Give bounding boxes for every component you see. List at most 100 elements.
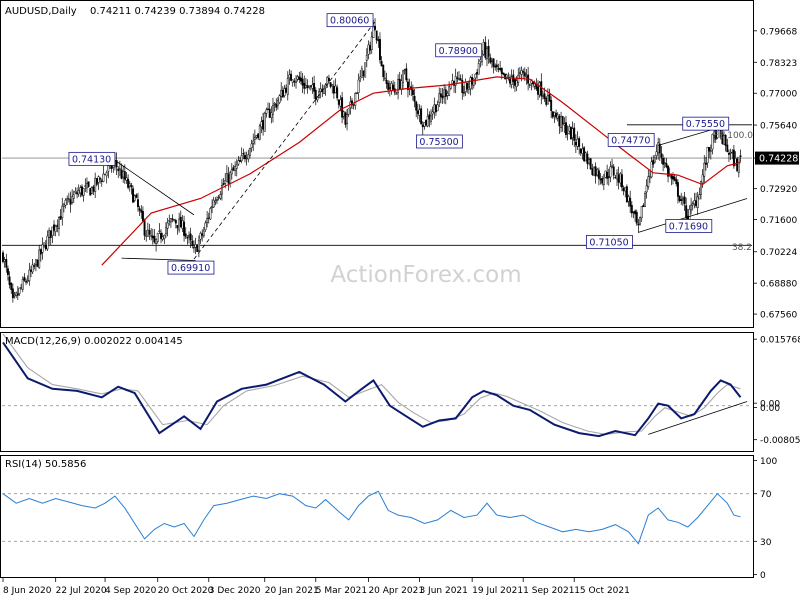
candle-body [402, 70, 404, 84]
candle-body [28, 269, 31, 281]
candle-body [117, 168, 120, 172]
candle-body [487, 45, 490, 57]
candle-body [497, 68, 500, 70]
macd-panel-frame [0, 332, 754, 452]
candle-body [301, 78, 304, 86]
candle-body [528, 84, 531, 86]
candle-body [599, 178, 602, 181]
candle-body [426, 115, 429, 127]
candle-body [329, 82, 332, 87]
ohlc-header: 0.74211 0.74239 0.73894 0.74228 [90, 6, 265, 17]
candle-body [625, 186, 628, 203]
candle-body [495, 64, 498, 68]
candle-body [16, 293, 19, 296]
annotation-box [682, 116, 730, 131]
candle-body [543, 93, 546, 99]
candle-body [624, 186, 627, 192]
candle-body [520, 70, 523, 75]
candle-body [556, 114, 559, 119]
candle-body [199, 232, 202, 240]
candle-body [459, 78, 462, 81]
candle-body [586, 153, 589, 164]
candle-body [168, 220, 171, 222]
candle-body [619, 173, 622, 184]
price-title: AUDUSD,Daily [5, 6, 77, 17]
candle-body [120, 169, 123, 179]
annotation-label: 0.78900 [439, 46, 478, 57]
candle-body [430, 115, 432, 122]
candle-body [342, 111, 345, 117]
time-tick-label: 20 Jan 2021 [265, 586, 319, 596]
candle-body [314, 89, 317, 100]
candle-body [229, 172, 232, 184]
trendlines [114, 21, 748, 261]
candle-body [540, 81, 543, 97]
candle-body [673, 176, 676, 181]
candle-body [189, 233, 192, 241]
candle-body [606, 171, 609, 179]
candle-body [163, 234, 166, 240]
candle-body [174, 220, 177, 224]
candle-body [140, 209, 143, 213]
time-tick-label: 1 Sep 2021 [523, 586, 574, 596]
candle-body [724, 134, 727, 146]
price-tick-label: 0.79668 [760, 27, 797, 37]
candle-body [237, 160, 240, 165]
candle-body [344, 112, 347, 125]
candle-body [100, 180, 103, 182]
candle-body [458, 77, 460, 80]
candle-body [204, 222, 207, 230]
candle-body [30, 269, 32, 272]
candle-body [283, 88, 286, 97]
candle-body [298, 76, 301, 80]
candle-body [588, 159, 590, 164]
macd-tick-label: -0.008053 [760, 436, 800, 446]
candle-body [700, 181, 702, 195]
candle-body [270, 112, 273, 119]
candle-body [148, 230, 151, 235]
price-axis-ticks: 0.79668 0.78323 0.77000 0.75640 0.72920 0.716… [753, 27, 797, 321]
candle-body [252, 140, 255, 144]
candle-body [207, 217, 210, 219]
candle-body [258, 125, 261, 140]
candle-body [262, 119, 265, 130]
candle-body [454, 76, 457, 86]
candle-body [662, 158, 665, 165]
candle-body [614, 176, 617, 179]
candle-body [670, 174, 673, 179]
candle-body [617, 174, 620, 183]
candle-body [306, 85, 309, 88]
annotation-box [167, 260, 215, 275]
candle-body [250, 143, 253, 149]
candle-body [660, 153, 663, 158]
candle-body [514, 79, 516, 86]
candle-body [639, 217, 642, 225]
macd-tick-label: 0.00 [760, 400, 780, 410]
candle-body [118, 168, 121, 171]
candle-body [560, 116, 562, 129]
annotation-label: 0.69910 [171, 263, 210, 274]
candle-body [272, 105, 274, 115]
annotation-box [665, 219, 713, 233]
candle-body [390, 83, 393, 91]
candle-body [212, 199, 215, 208]
rsi-title: RSI(14) 50.5856 [5, 459, 86, 470]
candle-body [428, 114, 431, 120]
candle-body [135, 194, 138, 198]
price-tick-label: 0.78323 [760, 59, 797, 69]
candle-body [102, 173, 105, 182]
candle-body [456, 77, 459, 79]
candle-body [736, 158, 739, 172]
candle-body [296, 76, 299, 80]
candle-body [92, 186, 95, 192]
candle-body [652, 159, 655, 165]
annotation-label: 0.71690 [669, 221, 708, 232]
candle-body [505, 74, 508, 79]
candle-body [522, 71, 525, 73]
candle-body [275, 103, 278, 108]
candle-body [634, 210, 637, 215]
candle-body [739, 155, 742, 157]
candle-body [105, 172, 108, 177]
candle-body [604, 170, 607, 178]
